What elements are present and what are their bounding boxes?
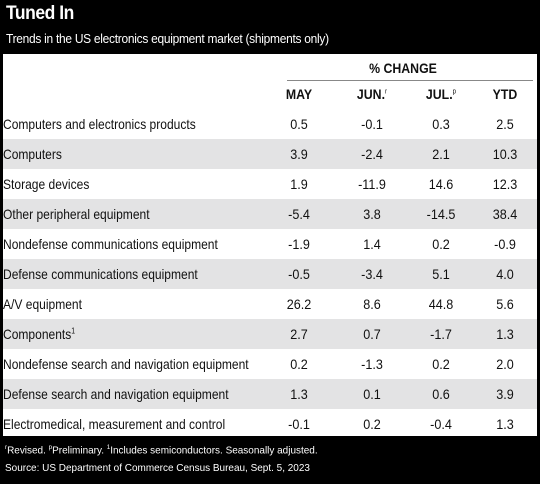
footnote-revised: rRevised. pPreliminary. 1Includes semico… bbox=[5, 444, 318, 457]
table-row: Defense search and navigation equipment 1… bbox=[3, 379, 537, 409]
table-row: Computers and electronics products 0.5 -0.… bbox=[3, 109, 537, 139]
cell-may: 0.5 bbox=[290, 116, 308, 132]
cell-ytd: 1.3 bbox=[496, 416, 514, 432]
cell-jul: -0.4 bbox=[430, 416, 452, 432]
cell-jul: 5.1 bbox=[432, 266, 450, 282]
group-header-pct-change: % CHANGE bbox=[369, 60, 437, 76]
cell-jul: 14.6 bbox=[428, 176, 454, 192]
row-label: Computers and electronics products bbox=[3, 116, 196, 132]
cell-jun: 8.6 bbox=[363, 296, 381, 312]
cell-ytd: 2.0 bbox=[496, 356, 514, 372]
footnote-source: Source: US Department of Commerce Census… bbox=[5, 462, 310, 474]
cell-may: 26.2 bbox=[286, 296, 312, 312]
cell-may: 2.7 bbox=[290, 326, 308, 342]
cell-jul: 2.1 bbox=[432, 146, 450, 162]
cell-jul: 0.2 bbox=[432, 356, 450, 372]
column-header-jun: JUN.r bbox=[356, 86, 388, 102]
cell-jul: 0.3 bbox=[432, 116, 450, 132]
cell-jul: 0.6 bbox=[432, 386, 450, 402]
cell-ytd: 10.3 bbox=[492, 146, 518, 162]
table-row: Nondefense search and navigation equipme… bbox=[3, 349, 537, 379]
cell-may: -0.5 bbox=[288, 266, 310, 282]
cell-jun: -2.4 bbox=[361, 146, 383, 162]
group-header-rule bbox=[287, 80, 533, 81]
cell-jun: 0.2 bbox=[363, 416, 381, 432]
table-row: Components1 2.7 0.7 -1.7 1.3 bbox=[3, 319, 537, 349]
table-body: Computers and electronics products 0.5 -0.… bbox=[3, 109, 537, 439]
row-label: Nondefense search and navigation equipme… bbox=[3, 356, 249, 372]
data-table: % CHANGE MAY JUN.r JUL.p YTD Computers a… bbox=[3, 54, 537, 436]
cell-jun: 0.1 bbox=[363, 386, 381, 402]
cell-jul: 0.2 bbox=[432, 236, 450, 252]
row-label: Defense communications equipment bbox=[3, 266, 198, 282]
table-row: Other peripheral equipment -5.4 3.8 -14.5 38… bbox=[3, 199, 537, 229]
row-label: Components1 bbox=[3, 326, 76, 342]
cell-jul: -1.7 bbox=[430, 326, 452, 342]
column-header-jul: JUL.p bbox=[425, 86, 457, 102]
table-row: Nondefense communications equipment -1.9 1… bbox=[3, 229, 537, 259]
cell-jun: -1.3 bbox=[361, 356, 383, 372]
cell-ytd: 12.3 bbox=[492, 176, 518, 192]
page-title: Tuned In bbox=[6, 3, 74, 24]
row-label: Nondefense communications equipment bbox=[3, 236, 218, 252]
cell-may: -5.4 bbox=[288, 206, 310, 222]
table-row: A/V equipment 26.2 8.6 44.8 5.6 bbox=[3, 289, 537, 319]
cell-ytd: 3.9 bbox=[496, 386, 514, 402]
cell-jun: -0.1 bbox=[361, 116, 383, 132]
row-label: A/V equipment bbox=[3, 296, 82, 312]
cell-ytd: 38.4 bbox=[492, 206, 518, 222]
cell-jun: 1.4 bbox=[363, 236, 381, 252]
row-label: Other peripheral equipment bbox=[3, 206, 150, 222]
table-row: Storage devices 1.9 -11.9 14.6 12.3 bbox=[3, 169, 537, 199]
table-row: Computers 3.9 -2.4 2.1 10.3 bbox=[3, 139, 537, 169]
cell-ytd: 4.0 bbox=[496, 266, 514, 282]
cell-may: 3.9 bbox=[290, 146, 308, 162]
page-subtitle: Trends in the US electronics equipment m… bbox=[6, 31, 329, 46]
cell-may: 0.2 bbox=[290, 356, 308, 372]
cell-jul: -14.5 bbox=[426, 206, 456, 222]
cell-ytd: -0.9 bbox=[494, 236, 516, 252]
cell-jun: 0.7 bbox=[363, 326, 381, 342]
row-label: Storage devices bbox=[3, 176, 90, 192]
row-label: Defense search and navigation equipment bbox=[3, 386, 229, 402]
row-label: Electromedical, measurement and control bbox=[3, 416, 226, 432]
cell-may: 1.9 bbox=[290, 176, 308, 192]
row-label: Computers bbox=[3, 146, 62, 162]
cell-jun: -3.4 bbox=[361, 266, 383, 282]
cell-may: -0.1 bbox=[288, 416, 310, 432]
cell-jun: -11.9 bbox=[358, 176, 386, 192]
table-row: Electromedical, measurement and control -… bbox=[3, 409, 537, 439]
cell-ytd: 1.3 bbox=[496, 326, 514, 342]
cell-may: 1.3 bbox=[290, 386, 308, 402]
cell-may: -1.9 bbox=[288, 236, 310, 252]
cell-ytd: 2.5 bbox=[496, 116, 514, 132]
table-row: Defense communications equipment -0.5 -3.4… bbox=[3, 259, 537, 289]
cell-ytd: 5.6 bbox=[496, 296, 514, 312]
column-header-ytd: YTD bbox=[492, 86, 518, 102]
column-header-may: MAY bbox=[285, 86, 313, 102]
cell-jul: 44.8 bbox=[428, 296, 454, 312]
cell-jun: 3.8 bbox=[363, 206, 381, 222]
table-header: % CHANGE MAY JUN.r JUL.p YTD bbox=[3, 54, 537, 109]
